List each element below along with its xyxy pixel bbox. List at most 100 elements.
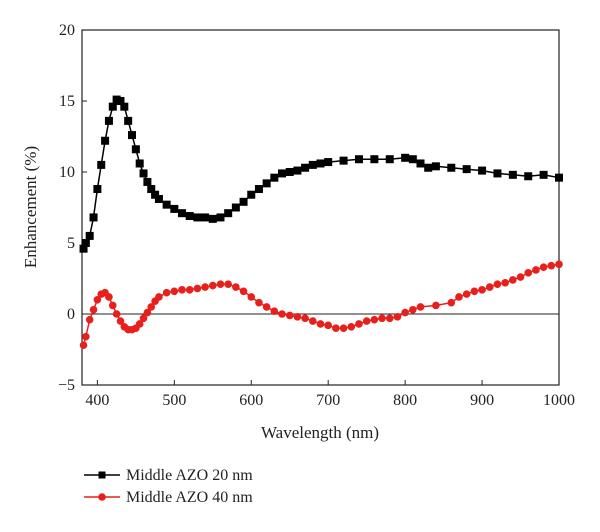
data-point: [85, 231, 94, 240]
x-tick-label: 500: [162, 392, 186, 409]
data-point: [216, 280, 225, 288]
data-point: [170, 204, 179, 213]
data-point: [193, 213, 202, 222]
plot-frame: [81, 29, 560, 386]
data-point: [239, 287, 248, 296]
data-point: [285, 311, 294, 320]
data-point: [185, 286, 194, 294]
data-point: [116, 317, 125, 325]
data-point: [493, 280, 502, 288]
legend-label-series-1: Middle AZO 20 nm: [126, 467, 253, 484]
data-point: [185, 212, 194, 221]
data-point: [501, 278, 509, 287]
data-point: [285, 168, 294, 176]
data-point: [278, 169, 287, 178]
series-1: [79, 95, 563, 253]
data-point: [416, 159, 425, 168]
data-point: [255, 298, 263, 307]
data-point: [124, 116, 133, 125]
data-point: [232, 283, 240, 291]
data-point: [431, 162, 440, 171]
data-point: [478, 286, 486, 294]
x-tick-label: 1000: [543, 392, 575, 409]
data-point: [262, 303, 271, 311]
data-point: [108, 301, 117, 310]
data-point: [316, 320, 325, 328]
data-point: [347, 322, 356, 331]
data-point: [231, 203, 240, 212]
data-point: [354, 155, 363, 164]
data-point: [470, 287, 479, 296]
data-point: [532, 266, 540, 274]
data-point: [79, 341, 88, 350]
data-point: [362, 317, 371, 325]
data-point: [85, 315, 94, 324]
data-point: [516, 273, 525, 281]
data-point: [409, 305, 417, 314]
data-point: [478, 166, 487, 175]
data-point: [447, 163, 456, 172]
y-tick-label: 0: [67, 306, 75, 323]
series-1-line: [82, 98, 560, 249]
data-point: [208, 281, 217, 290]
data-point: [135, 159, 144, 168]
data-point: [224, 209, 233, 218]
legend-marker-series-1: [98, 471, 106, 479]
data-point: [278, 310, 286, 318]
y-tick-label: 5: [67, 235, 75, 252]
data-point: [128, 131, 137, 140]
data-point: [154, 194, 163, 203]
data-point: [539, 263, 548, 271]
data-point: [147, 303, 156, 311]
data-point: [151, 190, 160, 199]
x-tick-label: 600: [239, 392, 263, 409]
data-point: [293, 313, 302, 321]
data-point: [462, 165, 471, 174]
tick-labels: 400 500 600 700 800 900 1000 −5 0 5 10 15 20: [58, 22, 575, 409]
data-point: [401, 153, 410, 162]
data-point: [308, 160, 317, 169]
data-point: [485, 283, 494, 291]
data-point: [93, 185, 102, 194]
data-point: [324, 158, 333, 167]
data-point: [547, 261, 556, 270]
series-layer: [79, 95, 563, 350]
data-point: [509, 276, 517, 284]
data-point: [293, 166, 302, 175]
data-point: [493, 169, 502, 178]
data-point: [254, 185, 263, 194]
data-point: [508, 170, 517, 179]
data-point: [432, 301, 440, 310]
data-point: [455, 293, 463, 301]
data-point: [82, 332, 90, 341]
data-point: [239, 197, 248, 206]
data-point: [332, 324, 340, 333]
data-point: [309, 317, 317, 325]
data-point: [316, 159, 325, 168]
data-point: [408, 155, 417, 164]
data-point: [447, 298, 456, 307]
data-point: [555, 260, 563, 269]
data-point: [108, 102, 117, 111]
data-point: [89, 305, 98, 314]
data-point: [270, 307, 279, 315]
data-point: [104, 116, 113, 125]
data-point: [193, 284, 202, 293]
data-point: [143, 177, 152, 186]
data-point: [385, 314, 394, 323]
data-point: [339, 156, 348, 165]
y-axis-title: Enhancement (%): [21, 146, 40, 268]
data-point: [178, 209, 187, 218]
data-point: [224, 280, 232, 288]
data-point: [370, 315, 379, 324]
series-2: [79, 260, 563, 350]
data-point: [424, 163, 433, 172]
data-point: [393, 313, 402, 321]
legend-marker-series-2: [98, 493, 106, 501]
data-point: [247, 190, 256, 199]
data-point: [147, 185, 156, 194]
y-tick-label: 15: [59, 93, 75, 110]
data-point: [247, 293, 256, 301]
data-point: [201, 283, 209, 291]
